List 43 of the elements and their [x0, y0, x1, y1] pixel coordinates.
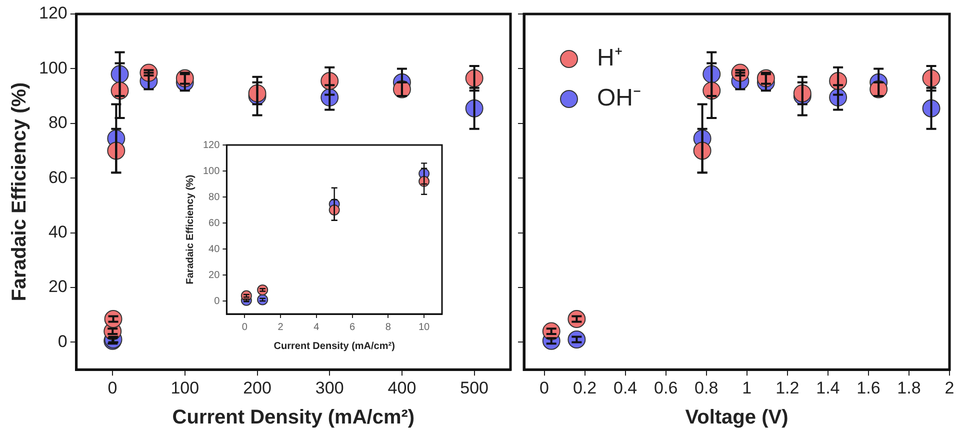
y-axis-title: Faradaic Efficiency (%) — [8, 82, 31, 302]
x-tick-label: 0.6 — [654, 378, 678, 398]
x-tick-label: 400 — [388, 378, 416, 398]
y-tick-label: 120 — [202, 140, 220, 151]
x-tick-label: 1 — [742, 378, 752, 398]
x-axis-title: Current Density (mA/cm²) — [274, 340, 395, 352]
x-tick-label: 2 — [944, 378, 954, 398]
x-tick-label: 2 — [278, 322, 284, 333]
y-tick-label: 60 — [208, 218, 220, 229]
x-axis-title: Voltage (V) — [685, 406, 788, 429]
x-tick-label: 0 — [242, 322, 248, 333]
legend-label: OH⁻ — [597, 84, 641, 112]
x-tick-label: 300 — [315, 378, 344, 398]
legend-label: H⁺ — [597, 44, 622, 72]
x-axis-title: Current Density (mA/cm²) — [172, 406, 415, 429]
y-axis-title: Faradaic Efficiency (%) — [184, 174, 196, 284]
x-tick-label: 1.4 — [816, 378, 840, 398]
y-tick-label: 40 — [48, 222, 68, 242]
y-tick-label: 120 — [38, 4, 68, 23]
x-tick-label: 100 — [170, 378, 200, 398]
x-tick-label: 10 — [418, 322, 430, 333]
x-tick-label: 200 — [243, 378, 272, 398]
y-tick-label: 80 — [48, 113, 68, 132]
y-tick-label: 100 — [202, 166, 220, 177]
y-tick-label: 80 — [208, 192, 220, 203]
x-tick-label: 0.2 — [572, 378, 597, 398]
x-tick-label: 8 — [385, 322, 392, 333]
y-tick-label: 0 — [214, 296, 220, 307]
x-tick-label: 1.2 — [776, 378, 800, 398]
x-tick-label: 0.8 — [694, 378, 718, 398]
x-tick-label: 6 — [350, 322, 356, 333]
y-tick-label: 20 — [208, 270, 220, 281]
x-tick-label: 1.8 — [897, 378, 921, 398]
x-tick-label: 4 — [314, 322, 320, 333]
x-tick-label: 0 — [108, 378, 118, 398]
y-tick-label: 60 — [48, 168, 68, 187]
y-tick-label: 20 — [48, 277, 68, 296]
y-tick-label: 100 — [38, 58, 68, 78]
x-tick-label: 0.4 — [613, 378, 638, 398]
x-tick-label: 0 — [540, 378, 549, 398]
y-tick-label: 40 — [208, 244, 220, 255]
x-tick-label: 500 — [460, 378, 489, 398]
x-tick-label: 1.6 — [856, 378, 880, 398]
